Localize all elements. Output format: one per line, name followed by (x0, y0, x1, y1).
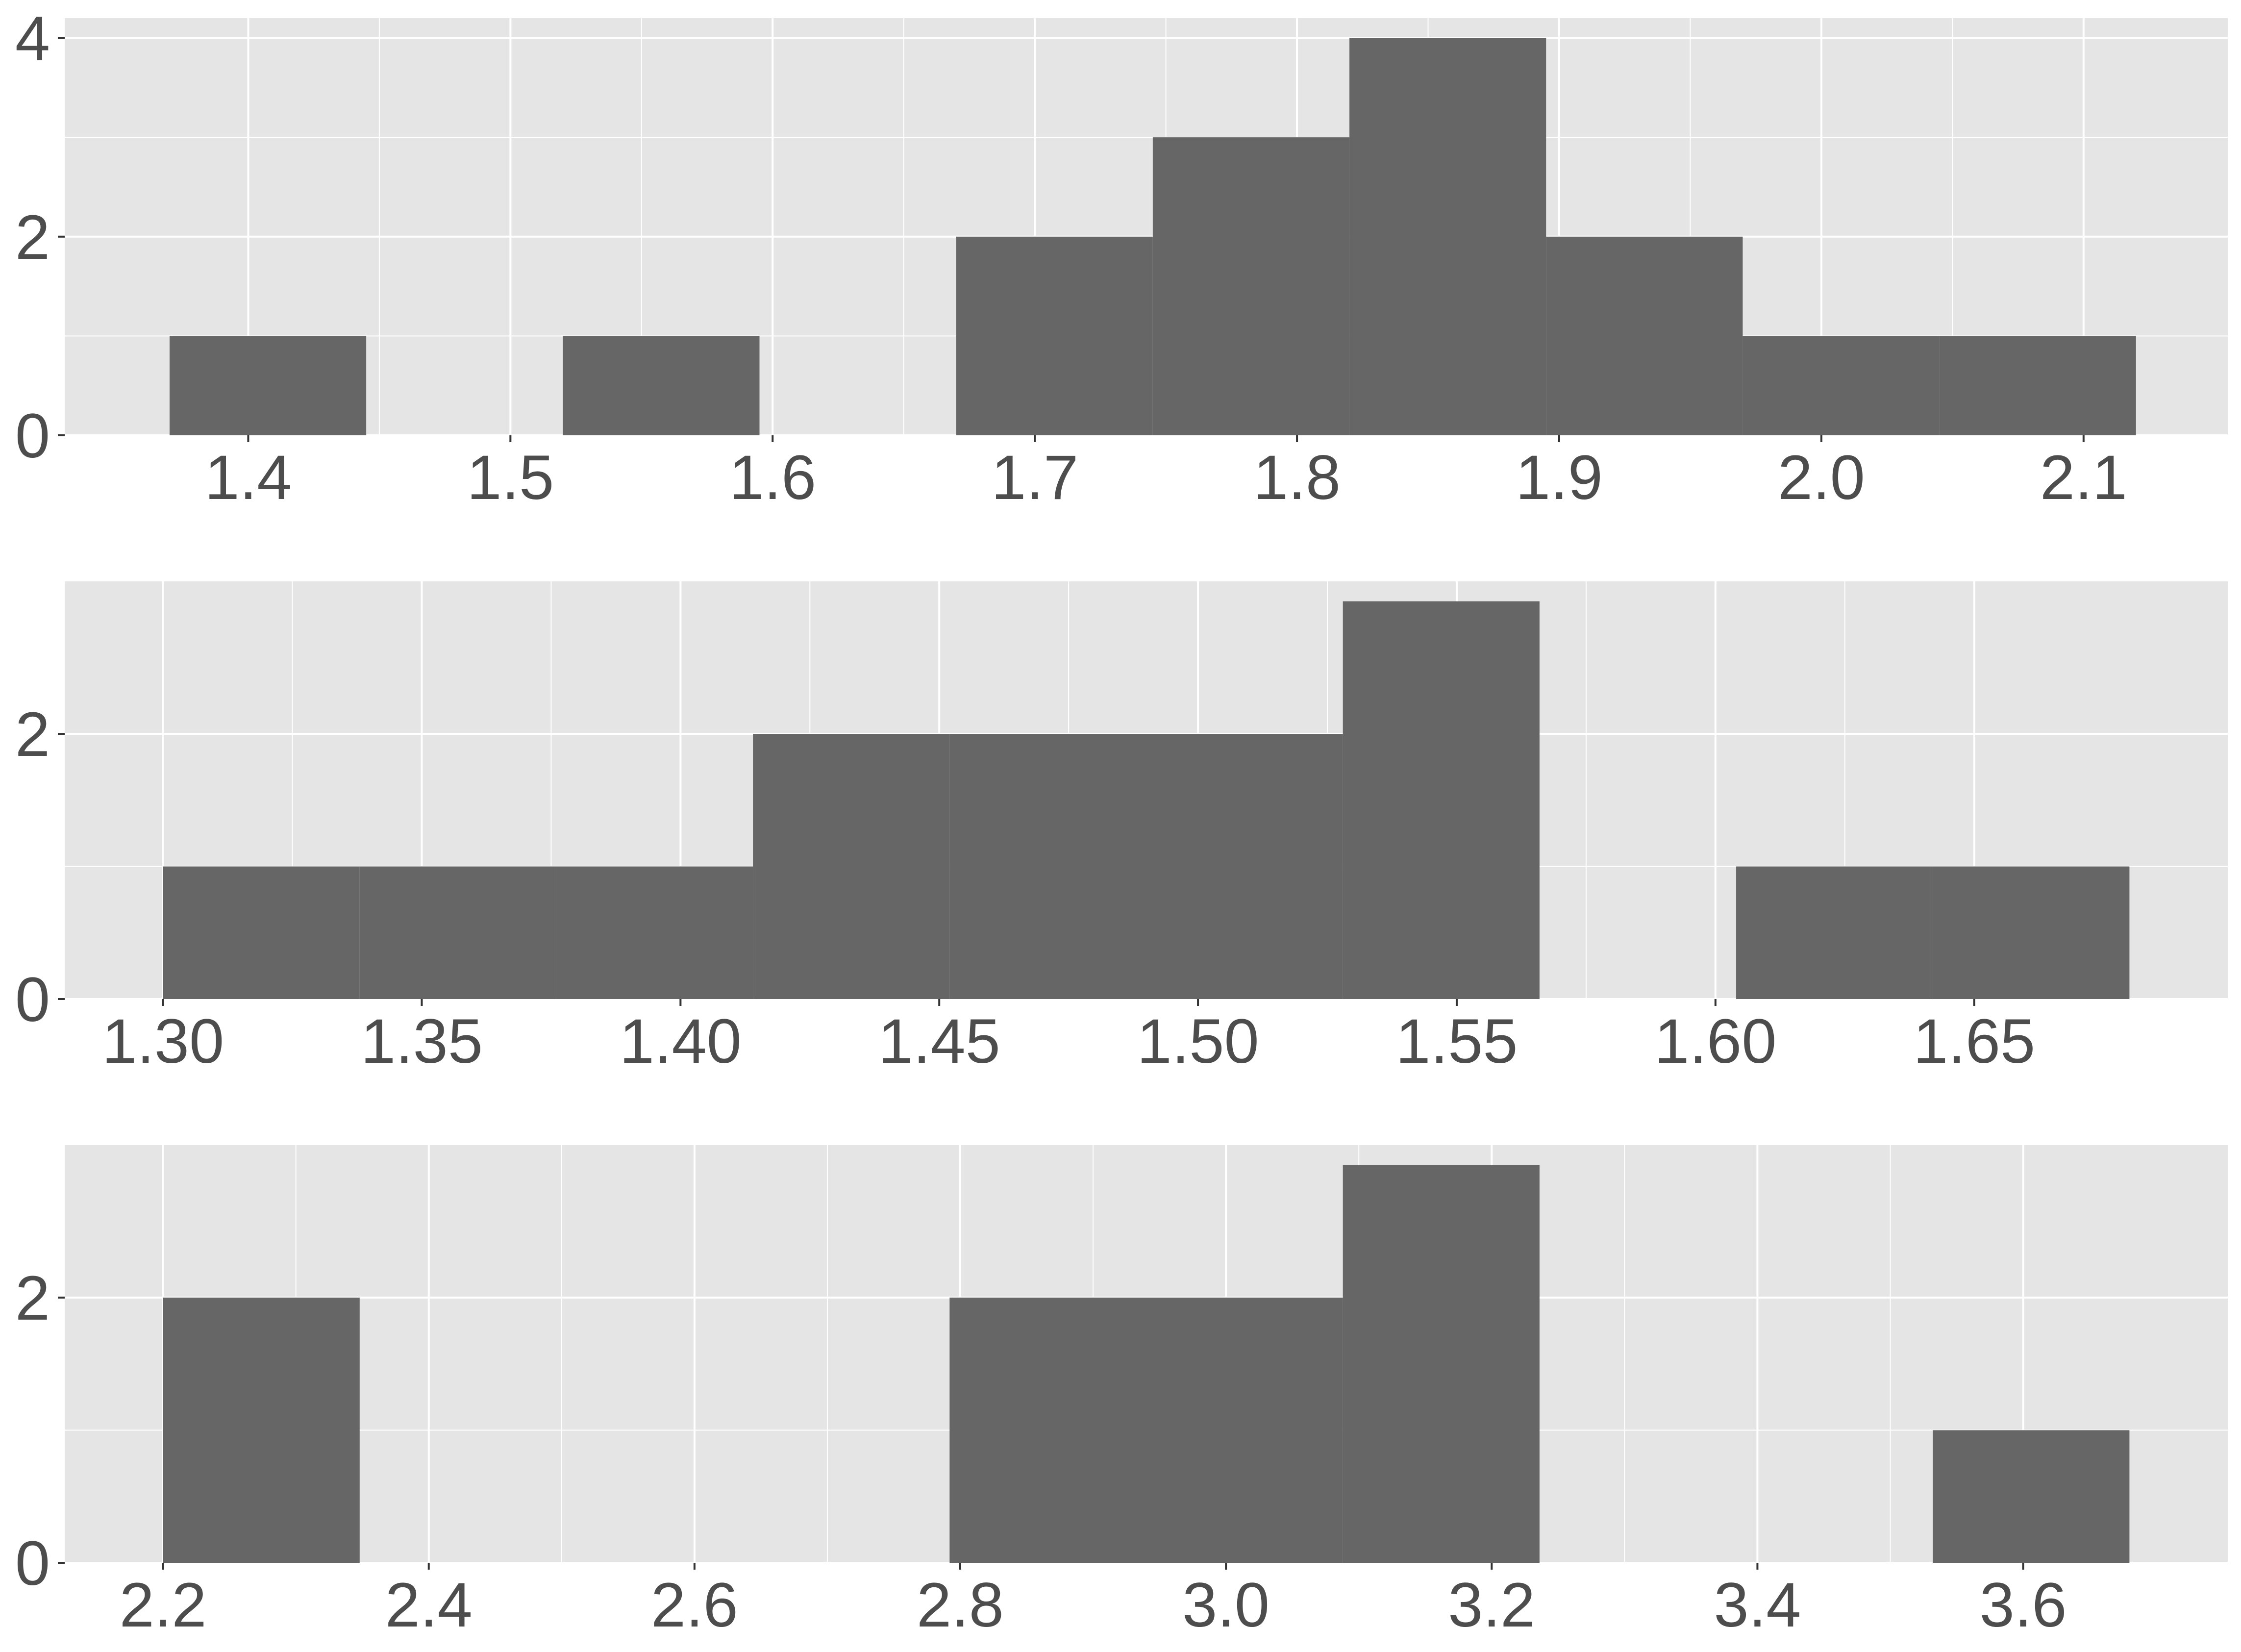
x-tick-label: 3.2 (1448, 1570, 1535, 1640)
histogram-bar (1743, 336, 1940, 435)
x-tick-label: 1.4 (204, 443, 292, 513)
histogram-bar (1152, 137, 1350, 436)
histogram-bar (753, 734, 950, 999)
y-tick-label: 4 (15, 4, 50, 74)
x-tick-label: 1.50 (1137, 1006, 1259, 1076)
x-tick-label: 1.9 (1516, 443, 1603, 513)
histogram-bar (163, 866, 360, 999)
x-tick-label: 2.4 (385, 1570, 473, 1640)
x-tick-label: 1.40 (620, 1006, 742, 1076)
histogram-bar (1146, 734, 1343, 999)
histogram-bar (359, 866, 556, 999)
x-tick-label: 1.65 (1913, 1006, 2035, 1076)
y-tick-label: 2 (15, 1263, 50, 1333)
y-tick-label: 0 (15, 401, 50, 471)
histogram-bar (1939, 336, 2136, 435)
histogram-bar (1349, 38, 1546, 436)
x-tick-label: 2.0 (1778, 443, 1865, 513)
x-tick-label: 1.45 (878, 1006, 1000, 1076)
histogram-bar (1343, 601, 1540, 999)
x-tick-label: 2.8 (917, 1570, 1004, 1640)
x-tick-label: 3.6 (1980, 1570, 2067, 1640)
histogram-bar (1933, 866, 2130, 999)
x-tick-label: 1.5 (467, 443, 554, 513)
x-tick-label: 1.7 (991, 443, 1078, 513)
x-tick-label: 1.60 (1654, 1006, 1776, 1076)
x-tick-label: 1.30 (102, 1006, 224, 1076)
y-tick-label: 2 (15, 202, 50, 273)
histogram-bar (1146, 1298, 1343, 1563)
histogram-bar (1546, 236, 1743, 435)
histogram-bar (169, 336, 367, 435)
y-tick-label: 2 (15, 700, 50, 770)
x-tick-label: 3.4 (1714, 1570, 1801, 1640)
histogram-bar (1736, 866, 1933, 999)
x-tick-label: 2.2 (120, 1570, 207, 1640)
x-tick-label: 3.0 (1182, 1570, 1270, 1640)
x-tick-label: 1.8 (1253, 443, 1341, 513)
histogram-panel-1: 1.4 1.5 1.6 1.7 1.8 1.9 2.0 2.1 0 2 4 (15, 4, 2228, 513)
x-tick-label: 1.55 (1395, 1006, 1518, 1076)
histogram-bar (949, 1298, 1146, 1563)
y-tick-label: 0 (15, 965, 50, 1035)
x-tick-label: 2.1 (2040, 443, 2127, 513)
histogram-panel-3: 2.2 2.4 2.6 2.8 3.0 3.2 3.4 3.6 0 2 (15, 1145, 2228, 1640)
x-tick-label: 1.35 (361, 1006, 483, 1076)
histogram-bar (1933, 1430, 2130, 1563)
x-tick-label: 2.6 (651, 1570, 738, 1640)
histogram-bar (1343, 1165, 1540, 1563)
histogram-bar (956, 236, 1153, 435)
histogram-bar (563, 336, 760, 435)
y-tick-label: 0 (15, 1528, 50, 1599)
histogram-bar (949, 734, 1146, 999)
x-tick-label: 1.6 (729, 443, 816, 513)
histogram-bar (163, 1298, 360, 1563)
histogram-panel-2: 1.30 1.35 1.40 1.45 1.50 1.55 1.60 1.65 0 2 (15, 581, 2228, 1076)
histogram-bar (556, 866, 753, 999)
